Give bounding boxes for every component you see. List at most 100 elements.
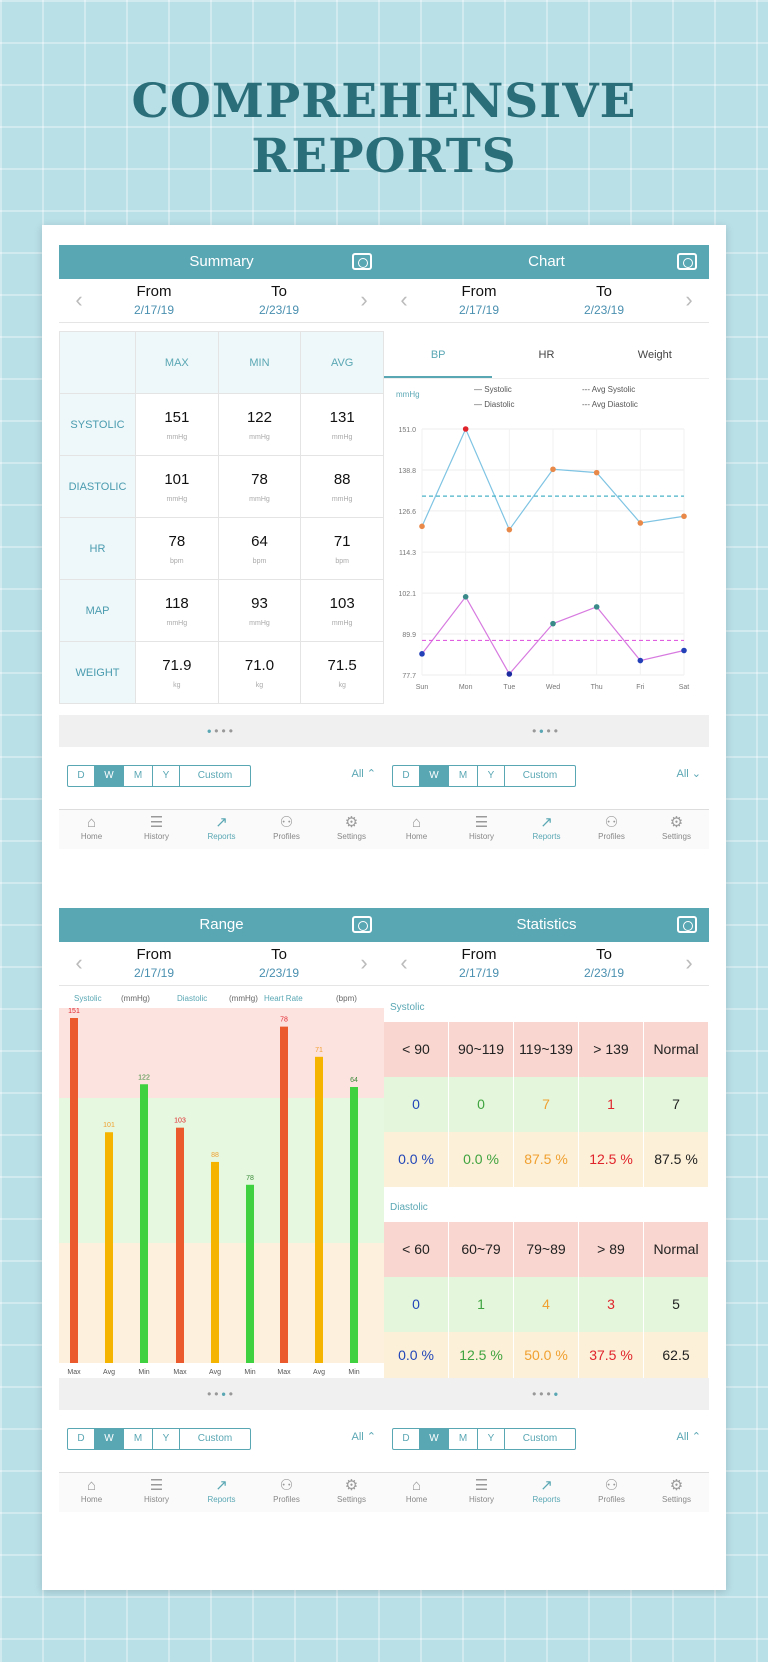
to-date[interactable]: 2/23/19: [258, 303, 300, 317]
count: 0: [449, 1077, 514, 1132]
range-head: Normal: [644, 1222, 709, 1277]
tab-history[interactable]: ☰ History: [449, 1473, 514, 1512]
from-date[interactable]: 2/17/19: [133, 966, 175, 980]
tab-home[interactable]: ⌂ Home: [384, 1473, 449, 1512]
camera-icon[interactable]: [677, 916, 697, 933]
tab-profiles[interactable]: ⚇ Profiles: [254, 810, 319, 849]
seg-year[interactable]: Y: [478, 766, 505, 786]
all-filter-button[interactable]: All ⌃: [351, 768, 377, 780]
next-arrow-icon[interactable]: ›: [360, 950, 368, 975]
next-arrow-icon[interactable]: ›: [685, 287, 693, 312]
next-arrow-icon[interactable]: ›: [685, 950, 693, 975]
tab-settings[interactable]: ⚙ Settings: [319, 1473, 384, 1512]
seg-month[interactable]: M: [124, 766, 153, 786]
seg-custom[interactable]: Custom: [197, 770, 233, 781]
seg-year[interactable]: Y: [153, 1429, 180, 1449]
seg-custom[interactable]: Custom: [522, 1433, 558, 1444]
settings-icon: ⚙: [669, 1477, 684, 1494]
prev-arrow-icon[interactable]: ‹: [400, 287, 408, 312]
bar-value-label: 64: [350, 1077, 358, 1084]
seg-year[interactable]: Y: [478, 1429, 505, 1449]
tab-bp[interactable]: BP: [384, 331, 493, 378]
camera-icon[interactable]: [677, 253, 697, 270]
x-tick-label: Sat: [679, 684, 690, 691]
data-point: [419, 523, 425, 530]
legend-systolic: — Systolic: [474, 385, 512, 394]
tab-history[interactable]: ☰ History: [449, 810, 514, 849]
tab-settings[interactable]: ⚙ Settings: [644, 1473, 709, 1512]
x-tick-label: Mon: [459, 684, 473, 691]
seg-month[interactable]: M: [124, 1429, 153, 1449]
to-date[interactable]: 2/23/19: [583, 966, 625, 980]
settings-icon: ⚙: [344, 814, 359, 831]
bar-axis-label: Avg: [313, 1369, 325, 1376]
count: 4: [514, 1277, 579, 1332]
percent: 0.0 %: [384, 1132, 449, 1187]
from-date[interactable]: 2/17/19: [133, 303, 175, 317]
tab-hr[interactable]: HR: [538, 349, 555, 361]
seg-custom[interactable]: Custom: [197, 1433, 233, 1444]
tab-label: Settings: [337, 832, 366, 841]
page-dots[interactable]: ••••: [384, 715, 709, 747]
camera-icon[interactable]: [352, 916, 372, 933]
summary-header: Summary: [59, 245, 384, 279]
seg-year[interactable]: Y: [153, 766, 180, 786]
tab-bar: ⌂ Home ☰ History ↗ Reports ⚇ Profiles ⚙ Setti…: [59, 809, 384, 849]
tab-profiles[interactable]: ⚇ Profiles: [579, 1473, 644, 1512]
tab-home[interactable]: ⌂ Home: [59, 1473, 124, 1512]
to-date[interactable]: 2/23/19: [258, 966, 300, 980]
seg-month[interactable]: M: [449, 766, 478, 786]
all-filter-button[interactable]: All ⌃: [676, 1431, 702, 1443]
group-label: Diastolic: [177, 994, 208, 1003]
seg-day[interactable]: D: [393, 766, 420, 786]
seg-day[interactable]: D: [68, 1429, 95, 1449]
home-icon: ⌂: [411, 814, 422, 831]
seg-week[interactable]: W: [420, 1429, 449, 1449]
tab-history[interactable]: ☰ History: [124, 1473, 189, 1512]
seg-day[interactable]: D: [393, 1429, 420, 1449]
tab-weight[interactable]: Weight: [637, 349, 672, 361]
tab-reports[interactable]: ↗ Reports: [189, 810, 254, 849]
col-max: MAX: [135, 331, 219, 394]
tab-reports[interactable]: ↗ Reports: [514, 810, 579, 849]
prev-arrow-icon[interactable]: ‹: [75, 950, 83, 975]
tab-reports[interactable]: ↗ Reports: [514, 1473, 579, 1512]
tab-home[interactable]: ⌂ Home: [384, 810, 449, 849]
value: 78: [251, 470, 268, 488]
from-date[interactable]: 2/17/19: [458, 966, 500, 980]
page-dots[interactable]: ••••: [59, 715, 384, 747]
seg-week[interactable]: W: [95, 766, 124, 786]
seg-week[interactable]: W: [420, 766, 449, 786]
camera-icon[interactable]: [352, 253, 372, 270]
tab-profiles[interactable]: ⚇ Profiles: [254, 1473, 319, 1512]
period-selector: D W M Y Custom: [392, 765, 576, 787]
table-row: SYSTOLIC 151 mmHg 122 mmHg 131 mmHg: [59, 393, 384, 456]
home-icon: ⌂: [411, 1477, 422, 1494]
prev-arrow-icon[interactable]: ‹: [400, 950, 408, 975]
tab-profiles[interactable]: ⚇ Profiles: [579, 810, 644, 849]
data-point: [593, 469, 600, 476]
page-dots[interactable]: ••••: [59, 1378, 384, 1410]
x-tick-label: Wed: [546, 684, 560, 691]
profiles-icon: ⚇: [604, 814, 619, 831]
all-filter-button[interactable]: All ⌄: [676, 768, 702, 780]
to-date[interactable]: 2/23/19: [583, 303, 625, 317]
range-bar: [211, 1161, 219, 1363]
tab-history[interactable]: ☰ History: [124, 810, 189, 849]
tab-settings[interactable]: ⚙ Settings: [644, 810, 709, 849]
page-dots[interactable]: ••••: [384, 1378, 709, 1410]
seg-month[interactable]: M: [449, 1429, 478, 1449]
all-filter-button[interactable]: All ⌃: [351, 1431, 377, 1443]
prev-arrow-icon[interactable]: ‹: [75, 287, 83, 312]
diastolic-section-label: Diastolic: [390, 1202, 428, 1213]
tab-home[interactable]: ⌂ Home: [59, 810, 124, 849]
from-date[interactable]: 2/17/19: [458, 303, 500, 317]
percent: 87.5 %: [644, 1132, 709, 1187]
next-arrow-icon[interactable]: ›: [360, 287, 368, 312]
tab-settings[interactable]: ⚙ Settings: [319, 810, 384, 849]
seg-day[interactable]: D: [68, 766, 95, 786]
seg-custom[interactable]: Custom: [522, 770, 558, 781]
seg-week[interactable]: W: [95, 1429, 124, 1449]
data-point: [550, 466, 556, 473]
tab-reports[interactable]: ↗ Reports: [189, 1473, 254, 1512]
